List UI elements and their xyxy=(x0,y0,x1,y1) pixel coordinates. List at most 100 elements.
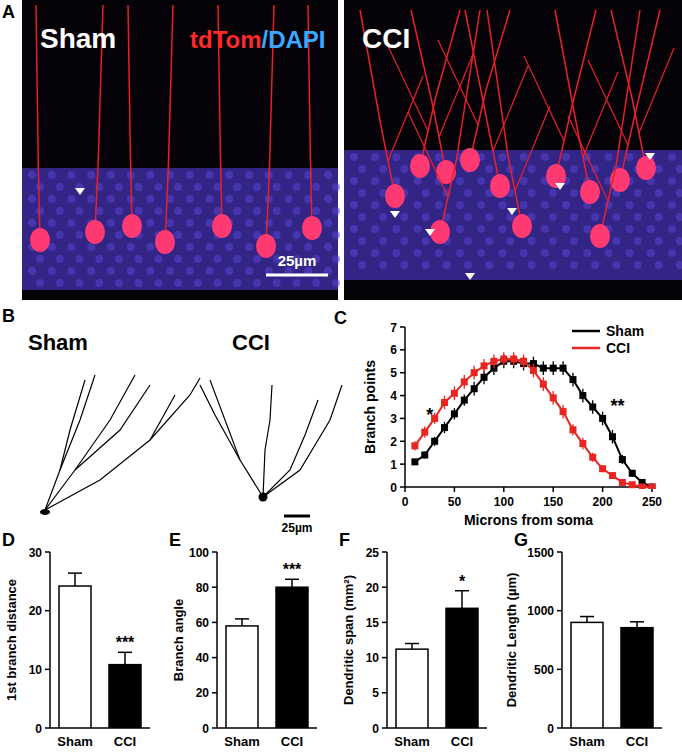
nucleus xyxy=(28,219,36,227)
nucleus xyxy=(358,261,366,269)
nucleus xyxy=(48,267,56,275)
nucleus xyxy=(312,207,320,215)
nucleus xyxy=(612,237,620,245)
nucleus xyxy=(194,231,202,239)
soma xyxy=(430,220,450,244)
nucleus xyxy=(414,201,422,209)
y-tick-label: 3 xyxy=(390,412,397,426)
nucleus xyxy=(626,249,634,257)
y-tick-label: 100 xyxy=(189,546,209,560)
nucleus xyxy=(570,213,578,221)
y-tick-label: 4 xyxy=(390,389,397,403)
nucleus xyxy=(400,237,408,245)
nucleus xyxy=(332,207,340,215)
nucleus xyxy=(456,249,464,257)
nucleus xyxy=(570,261,578,269)
nucleus xyxy=(570,165,578,173)
dendrite-trace xyxy=(45,378,200,510)
y-axis-label: Dendritic span (mm²) xyxy=(341,575,356,705)
nucleus xyxy=(293,207,301,215)
nucleus xyxy=(253,207,261,215)
nucleus xyxy=(655,261,663,269)
dendrite xyxy=(411,10,446,172)
nucleus xyxy=(115,231,123,239)
marker xyxy=(490,358,497,365)
nucleus xyxy=(233,279,241,287)
error-cap xyxy=(405,643,419,645)
nucleus xyxy=(379,237,387,245)
error-bar xyxy=(586,617,588,623)
panel-label: D xyxy=(2,530,15,550)
marker xyxy=(569,376,576,383)
nucleus xyxy=(528,237,536,245)
dendrite xyxy=(440,10,480,232)
legend-swatch xyxy=(572,330,600,333)
nucleus xyxy=(265,219,273,227)
nucleus xyxy=(435,153,443,161)
nucleus xyxy=(115,255,123,263)
bar-chart: F0510152025Dendritic span (mm²)ShamCCI* xyxy=(339,530,487,749)
y-tick xyxy=(400,326,405,328)
y-tick xyxy=(400,349,405,351)
tracing-title: CCI xyxy=(232,330,270,355)
nucleus xyxy=(477,225,485,233)
y-tick xyxy=(400,418,405,420)
nucleus xyxy=(477,177,485,185)
marker xyxy=(431,438,438,445)
nucleus xyxy=(245,267,253,275)
nucleus xyxy=(174,183,182,191)
nucleus xyxy=(135,183,143,191)
dendrite-trace xyxy=(263,385,342,497)
line-chart: C01234567050100150200250Microns from som… xyxy=(334,308,662,528)
nucleus xyxy=(28,195,36,203)
nucleus xyxy=(28,267,36,275)
nucleus xyxy=(358,189,366,197)
nucleus xyxy=(56,207,64,215)
nucleus xyxy=(127,267,135,275)
nucleus xyxy=(245,219,253,227)
y-tick xyxy=(557,669,562,671)
dendrite-trace xyxy=(210,380,240,460)
dendrite xyxy=(439,52,474,137)
marker xyxy=(540,381,547,388)
y-tick-label: 0 xyxy=(372,722,379,736)
dendrite xyxy=(515,106,550,191)
x-tick-label: Sham xyxy=(224,734,259,749)
bar xyxy=(396,649,428,728)
nucleus xyxy=(293,183,301,191)
nucleus xyxy=(225,195,233,203)
scale-bar xyxy=(284,515,310,518)
nucleus xyxy=(634,261,642,269)
nucleus xyxy=(214,255,222,263)
nucleus xyxy=(107,171,115,179)
y-axis-label: Branch points xyxy=(362,360,378,454)
nucleus xyxy=(562,225,570,233)
nucleus xyxy=(668,153,676,161)
nucleus xyxy=(612,213,620,221)
significance: *** xyxy=(283,561,302,578)
soma xyxy=(512,214,532,238)
nucleus xyxy=(324,195,332,203)
marker xyxy=(550,394,557,401)
series-line xyxy=(415,361,652,487)
y-tick xyxy=(45,727,50,729)
nucleus xyxy=(498,201,506,209)
arrowhead xyxy=(465,273,475,280)
nucleus xyxy=(233,231,241,239)
nucleus xyxy=(379,165,387,173)
nucleus xyxy=(655,213,663,221)
nucleus xyxy=(166,219,174,227)
nucleus xyxy=(422,189,430,197)
marker xyxy=(629,470,636,477)
marker xyxy=(441,399,448,406)
image-background xyxy=(344,0,682,300)
nucleus xyxy=(435,201,443,209)
x-tick-label: Sham xyxy=(569,734,604,749)
nucleus xyxy=(233,255,241,263)
nucleus xyxy=(154,183,162,191)
nucleus xyxy=(350,249,358,257)
nucleus xyxy=(332,183,340,191)
dendrite xyxy=(438,40,478,125)
nucleus xyxy=(400,261,408,269)
error-bar xyxy=(241,619,243,626)
